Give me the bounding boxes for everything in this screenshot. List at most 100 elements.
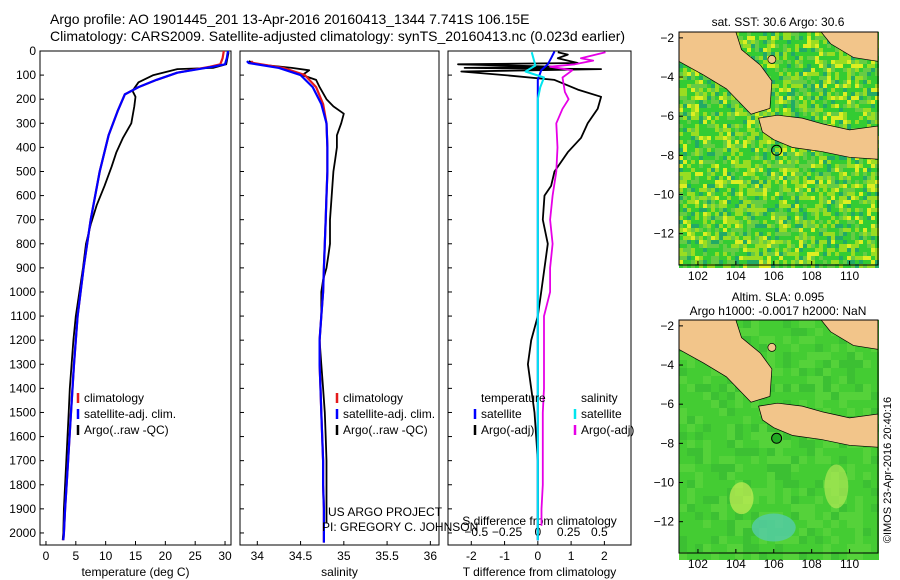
sst-map-cell [863, 180, 867, 184]
sst-map-cell [795, 72, 799, 76]
sst-map-cell [827, 232, 831, 236]
sla-map-cell [799, 488, 807, 496]
sst-map-cell [795, 148, 799, 152]
salinity-argo-line [248, 60, 345, 524]
sst-map-cell [691, 156, 695, 160]
sla-map-cell [767, 320, 775, 328]
sst-map-cell [695, 176, 699, 180]
sla-map-cell [743, 528, 751, 536]
sst-map-cell [867, 168, 871, 172]
sst-map-cell [727, 112, 731, 116]
sst-map-cell [783, 144, 787, 148]
sst-map-cell [687, 228, 691, 232]
sst-map-cell [767, 184, 771, 188]
sst-map-cell [795, 192, 799, 196]
sst-map-cell [747, 172, 751, 176]
sst-map-cell [803, 200, 807, 204]
sla-map-cell [847, 464, 855, 472]
sst-map-cell [859, 232, 863, 236]
sst-map-cell [803, 180, 807, 184]
salinity-axis-label: salinity [321, 565, 358, 579]
sst-map-cell [815, 92, 819, 96]
sst-map-cell [867, 208, 871, 212]
sst-map-cell [691, 184, 695, 188]
sst-map-cell [847, 172, 851, 176]
sst-map-cell [699, 148, 703, 152]
sst-map-cell [815, 100, 819, 104]
sst-map-cell [799, 72, 803, 76]
sst-map-cell [739, 108, 743, 112]
sst-map-cell [831, 200, 835, 204]
sst-map-cell [679, 212, 683, 216]
sst-map-cell [703, 236, 707, 240]
sst-map-cell [819, 192, 823, 196]
sst-map-cell [767, 36, 771, 40]
sst-map-cell [851, 100, 855, 104]
sst-map-cell [715, 172, 719, 176]
sst-map-cell [859, 212, 863, 216]
sst-map-cell [803, 68, 807, 72]
sla-map-cell [703, 448, 711, 456]
sst-map-cell [731, 96, 735, 100]
sst-map-cell [751, 240, 755, 244]
sst-map-cell [679, 236, 683, 240]
sst-map-cell [695, 160, 699, 164]
sst-map-cell [691, 224, 695, 228]
sst-map-cell [679, 264, 683, 268]
sst-map-cell [823, 72, 827, 76]
sst-map-cell [847, 244, 851, 248]
sla-map-cell [703, 392, 711, 400]
sst-map-cell [779, 88, 783, 92]
sla-map-cell [815, 392, 823, 400]
sst-map-cell [819, 204, 823, 208]
sst-map-cell [827, 120, 831, 124]
sst-map-cell [811, 184, 815, 188]
sla-map-cell [743, 448, 751, 456]
sla-map-cell [863, 400, 871, 408]
sla-map-cell [831, 352, 839, 360]
latitude-tick-label: −2 [660, 31, 674, 45]
sumatra-land [678, 319, 773, 403]
sst-map-cell [735, 140, 739, 144]
sst-map-cell [867, 92, 871, 96]
sst-map-cell [847, 84, 851, 88]
sst-map-cell [719, 224, 723, 228]
sst-map-cell [751, 192, 755, 196]
sst-map-cell [707, 144, 711, 148]
depth-tick-label: 0 [29, 44, 36, 58]
sst-map-cell [835, 160, 839, 164]
sst-map-cell [803, 160, 807, 164]
sst-map-cell [731, 248, 735, 252]
sla-map-cell [807, 504, 815, 512]
sst-map-cell [711, 204, 715, 208]
sst-map-cell [683, 248, 687, 252]
sst-map-cell [803, 164, 807, 168]
sst-map-cell [683, 204, 687, 208]
sst-map-cell [855, 196, 859, 200]
sst-map-cell [779, 216, 783, 220]
sst-map-cell [687, 88, 691, 92]
sla-map-cell [799, 400, 807, 408]
sst-map-cell [871, 252, 875, 256]
sst-map-cell [791, 204, 795, 208]
sla-map-cell [735, 448, 743, 456]
sst-map-cell [791, 56, 795, 60]
sst-map-cell [839, 180, 843, 184]
sla-map-cell [863, 544, 871, 552]
sst-map-cell [707, 192, 711, 196]
sst-map-cell [715, 88, 719, 92]
sst-map-cell [803, 52, 807, 56]
sst-map-cell [719, 148, 723, 152]
sst-map-cell [875, 64, 879, 68]
sst-map-cell [815, 224, 819, 228]
sst-map-cell [703, 200, 707, 204]
sst-map-cell [679, 216, 683, 220]
sst-map-cell [723, 228, 727, 232]
sst-map-cell [735, 236, 739, 240]
sst-map-cell [855, 220, 859, 224]
sst-map-cell [771, 52, 775, 56]
sst-map-cell [823, 112, 827, 116]
sst-map-cell [695, 240, 699, 244]
sst-map-cell [823, 52, 827, 56]
sst-map-cell [711, 136, 715, 140]
